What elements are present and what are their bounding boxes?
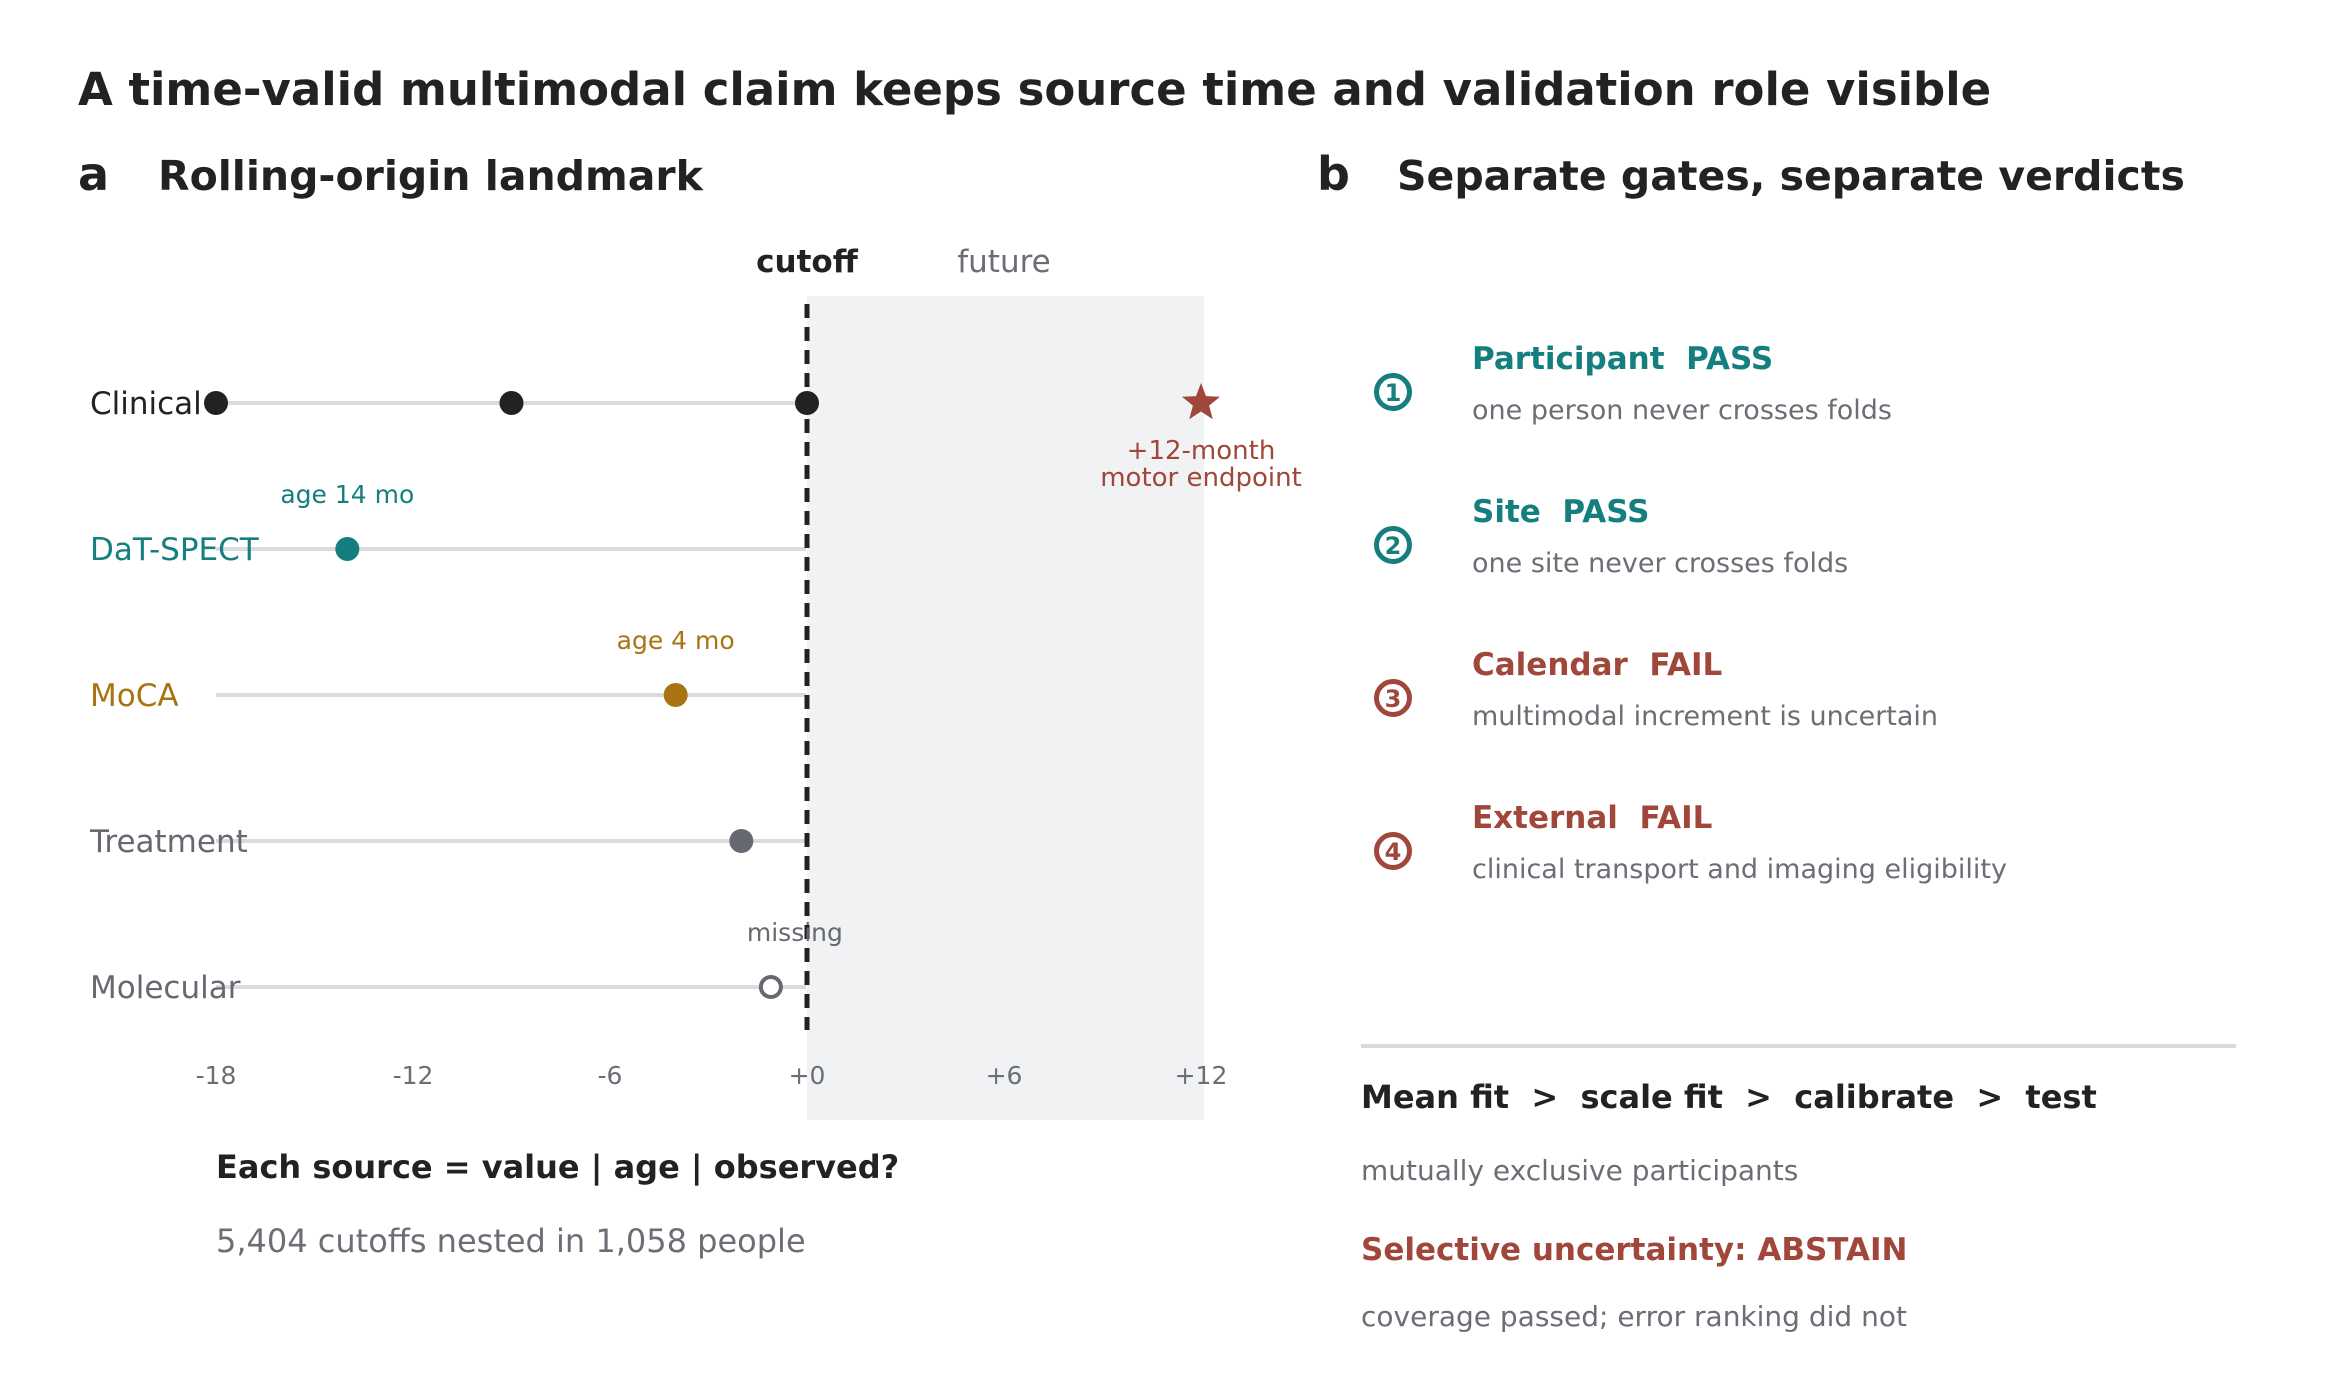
panel-a-letter: a: [78, 147, 109, 201]
validation-gates: 1 Participant PASS one person never crosse…: [1374, 341, 2007, 885]
x-axis-ticks: -18 -12 -6 +0 +6 +12: [196, 1061, 1228, 1090]
row-label-moca: MoCA: [90, 678, 179, 714]
observation-point-clinical-2: [795, 391, 819, 415]
gate-verdict: Site PASS: [1472, 494, 1650, 530]
observation-point-clinical-0: [204, 391, 228, 415]
x-tick-label: -6: [598, 1061, 623, 1090]
gate-detail: clinical transport and imaging eligibili…: [1472, 854, 2007, 885]
observation-point-moca-0: [663, 683, 688, 707]
panel-a-caption-bold: Each source = value | age | observed?: [216, 1148, 899, 1187]
row-lines: [216, 401, 806, 989]
cutoff-label: cutoff: [756, 244, 859, 280]
x-tick-label: +6: [986, 1061, 1023, 1090]
selective-uncertainty-note: coverage passed; error ranking did not: [1361, 1300, 1907, 1333]
gate-verdict: Participant PASS: [1472, 341, 1773, 377]
endpoint-label-line1: +12-month: [1127, 436, 1276, 466]
panel-b-letter: b: [1317, 147, 1350, 201]
x-tick-label: +0: [789, 1061, 826, 1090]
endpoint-label-line2: motor endpoint: [1100, 463, 1302, 493]
panel-b-heading: Separate gates, separate verdicts: [1397, 152, 2185, 200]
pipeline-note: mutually exclusive participants: [1361, 1154, 1798, 1187]
pipeline-steps: Mean fit > scale fit > calibrate > test: [1361, 1078, 2097, 1116]
gate-external: 4 External FAIL clinical transport and ima…: [1374, 800, 2007, 885]
gate-number: 1: [1385, 379, 1402, 407]
annotation-moca: age 4 mo: [617, 626, 735, 655]
gate-detail: one person never crosses folds: [1472, 395, 1892, 426]
gate-number-badge: [1374, 373, 1412, 411]
annotation-dat-spect: age 14 mo: [280, 480, 414, 509]
x-tick-label: +12: [1175, 1061, 1228, 1090]
x-tick-label: -12: [393, 1061, 434, 1090]
row-label-molecular: Molecular: [90, 970, 241, 1006]
gate-calendar: 3 Calendar FAIL multimodal increment is un…: [1374, 647, 1938, 732]
gate-verdict: Calendar FAIL: [1472, 647, 1722, 683]
observation-point-dat-spect-0: [335, 537, 360, 561]
panel-a-heading: Rolling-origin landmark: [158, 152, 705, 200]
x-tick-label: -18: [196, 1061, 237, 1090]
gate-verdict: External FAIL: [1472, 800, 1712, 836]
row-label-dat-spect: DaT-SPECT: [90, 532, 260, 568]
gate-number-badge: [1374, 832, 1412, 870]
endpoint-star-icon: [1182, 383, 1220, 420]
observation-point-treatment-0: [729, 829, 754, 853]
gate-detail: one site never crosses folds: [1472, 548, 1848, 579]
row-marks: age 14 mo age 4 mo missing: [204, 391, 843, 999]
annotation-molecular: missing: [747, 918, 843, 947]
observation-point-clinical-1: [499, 391, 524, 415]
panel-a-caption: 5,404 cutoffs nested in 1,058 people: [216, 1222, 806, 1260]
gate-detail: multimodal increment is uncertain: [1472, 701, 1938, 732]
timeline-chart: age 14 mo age 4 mo missing Clinical DaT-SPE…: [89, 244, 1302, 1120]
row-labels: Clinical DaT-SPECT MoCA Treatment Molecular: [89, 386, 260, 1006]
gate-number: 3: [1385, 685, 1402, 713]
gate-number: 4: [1385, 838, 1402, 866]
future-label: future: [957, 244, 1051, 280]
gate-number-badge: [1374, 679, 1412, 717]
gate-number-badge: [1374, 526, 1412, 564]
future-region: [807, 296, 1204, 1120]
selective-uncertainty-verdict: Selective uncertainty: ABSTAIN: [1361, 1232, 1907, 1268]
figure-title: A time-valid multimodal claim keeps sour…: [78, 63, 1991, 116]
observation-point-molecular-0: [758, 975, 783, 999]
gate-participant: 1 Participant PASS one person never crosse…: [1374, 341, 1892, 426]
row-label-clinical: Clinical: [90, 386, 202, 422]
gate-number: 2: [1385, 532, 1402, 560]
gate-site: 2 Site PASS one site never crosses folds: [1374, 494, 1848, 579]
row-label-treatment: Treatment: [89, 824, 248, 860]
